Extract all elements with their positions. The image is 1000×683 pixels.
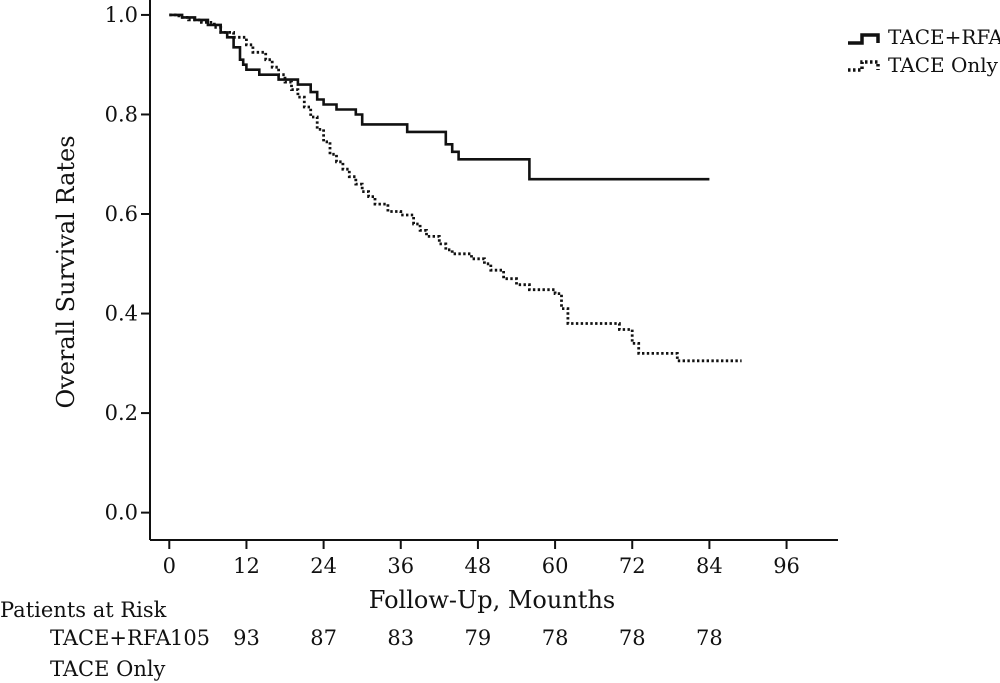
survival-curve-tace-only — [169, 13, 742, 363]
legend-label: TACE+RFA — [888, 25, 1000, 49]
risk-row-label: TACE+RFA — [50, 626, 172, 650]
x-tick-label: 12 — [233, 554, 260, 578]
legend: TACE+RFA TACE Only — [848, 25, 1000, 77]
y-ticks: 0.0 0.2 0.4 0.6 0.8 1.0 — [105, 3, 150, 525]
risk-value: 87 — [310, 626, 337, 650]
x-ticks: 0 12 24 36 48 60 72 84 96 — [163, 540, 800, 578]
y-tick-label: 0.0 — [105, 501, 138, 525]
risk-value: 79 — [465, 626, 492, 650]
risk-value: 83 — [387, 626, 414, 650]
y-tick-label: 1.0 — [105, 3, 138, 27]
x-tick-label: 60 — [542, 554, 569, 578]
legend-item: TACE+RFA — [848, 25, 1000, 49]
risk-value: 105 — [170, 626, 210, 650]
x-tick-label: 0 — [163, 554, 176, 578]
x-axis-title: Follow-Up, Mounths — [369, 586, 615, 614]
x-tick-label: 84 — [696, 554, 723, 578]
risk-value: 93 — [233, 626, 260, 650]
legend-label: TACE Only — [888, 53, 999, 77]
risk-table-title: Patients at Risk — [0, 598, 167, 622]
risk-value: 78 — [696, 626, 723, 650]
x-tick-label: 72 — [619, 554, 646, 578]
x-tick-label: 24 — [310, 554, 337, 578]
chart-axes — [149, 0, 838, 541]
risk-value: 78 — [619, 626, 646, 650]
series-layer — [169, 13, 742, 363]
legend-item: TACE Only — [848, 53, 999, 77]
legend-swatch-dotted — [848, 60, 880, 72]
risk-value: 78 — [542, 626, 569, 650]
x-tick-label: 36 — [387, 554, 414, 578]
x-tick-label: 48 — [465, 554, 492, 578]
y-axis-title: Overall Survival Rates — [52, 135, 80, 408]
survival-curve-tace-rfa — [169, 13, 710, 181]
risk-values: 105 93 87 83 79 78 78 78 — [170, 626, 723, 650]
y-tick-label: 0.4 — [105, 302, 138, 326]
y-tick-label: 0.2 — [105, 401, 138, 425]
legend-swatch-solid — [848, 33, 880, 45]
y-tick-label: 0.8 — [105, 102, 138, 126]
x-tick-label: 96 — [773, 554, 800, 578]
risk-row-label: TACE Only — [50, 657, 166, 681]
y-tick-label: 0.6 — [105, 202, 138, 226]
patients-at-risk-table: Patients at Risk TACE+RFA TACE Only 105 9… — [0, 598, 723, 681]
